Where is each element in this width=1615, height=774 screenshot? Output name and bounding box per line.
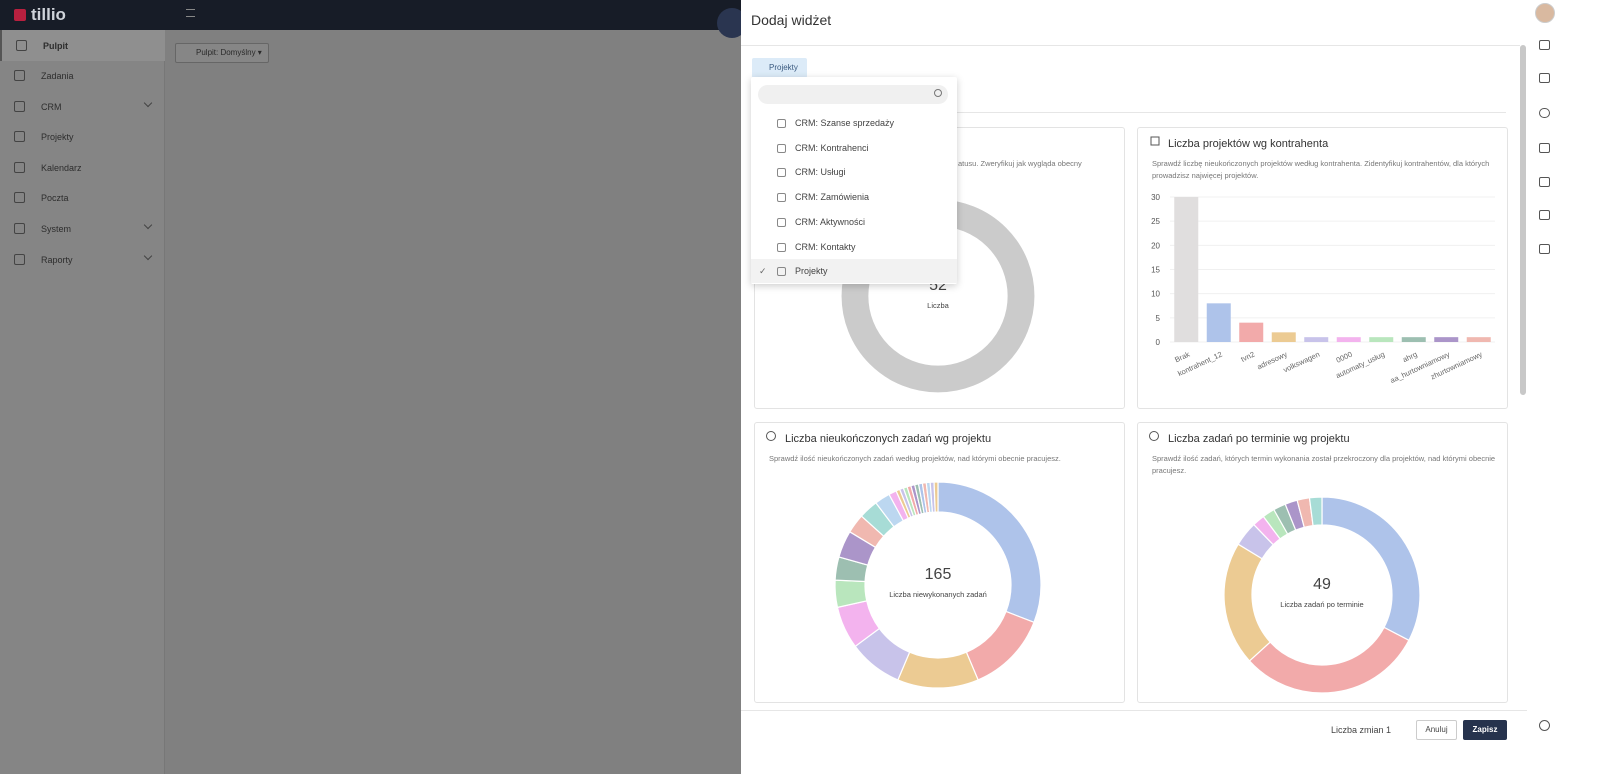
check-icon: ✓ — [759, 265, 767, 276]
button-label: Pulpit: Domyślny — [196, 48, 256, 57]
dropdown-option[interactable]: CRM: Kontakty — [751, 235, 957, 259]
card-title: Liczba projektów wg kontrahenta — [1168, 138, 1329, 150]
option-icon — [777, 242, 786, 252]
option-label: CRM: Kontrahenci — [795, 142, 869, 153]
option-icon — [777, 168, 786, 178]
widget-card[interactable]: Liczba zadań po terminie wg projektu Spra… — [1137, 422, 1508, 703]
nav-item[interactable]: System — [0, 213, 165, 244]
tag-label: Projekty — [769, 63, 798, 72]
dropdown: CRM: Szanse sprzedaży CRM: Kontrahenci CRM… — [751, 77, 957, 284]
right-rail — [1527, 0, 1615, 774]
option-label: CRM: Szanse sprzedaży — [795, 118, 895, 128]
nav-label: Poczta — [41, 192, 69, 203]
option-label: CRM: Kontakty — [795, 241, 856, 252]
change-count: Liczba zmian 1 — [1331, 725, 1392, 735]
option-label: CRM: Zamówienia — [795, 192, 870, 203]
dashboard-button[interactable]: Pulpit: Domyślny ▾ — [175, 43, 269, 63]
dropdown-option[interactable]: CRM: Kontrahenci — [751, 136, 957, 160]
nav-item[interactable]: Zadania — [0, 60, 165, 91]
save-button[interactable]: Zapisz — [1463, 720, 1507, 740]
topbar: tillio — [0, 0, 747, 38]
logo-icon — [14, 9, 26, 21]
dropdown-option[interactable]: CRM: Zamówienia — [751, 185, 957, 209]
nav-item[interactable]: Pulpit — [0, 30, 165, 61]
dropdown-option[interactable]: ✓ Projekty — [751, 259, 957, 284]
nav-label: Zadania — [41, 70, 74, 81]
rail-icon[interactable] — [1539, 720, 1550, 731]
nav-item[interactable]: CRM — [0, 91, 165, 122]
option-icon — [777, 143, 786, 153]
rail-icon[interactable] — [1539, 177, 1550, 187]
rail-icon[interactable] — [1539, 73, 1550, 83]
rail-icon[interactable] — [1539, 244, 1550, 254]
nav-item[interactable]: Poczta — [0, 182, 165, 213]
card-title: Liczba zadań po terminie wg projektu — [1168, 433, 1350, 445]
rail-icon[interactable] — [1539, 40, 1550, 50]
nav-label: Projekty — [41, 131, 74, 142]
menu-icon[interactable] — [186, 9, 195, 17]
nav-label: CRM — [41, 101, 62, 112]
card-description: Sprawdź liczbę nieukończonych projektów … — [1152, 159, 1490, 180]
nav-label: Kalendarz — [41, 162, 82, 173]
option-icon — [777, 193, 786, 203]
cancel-button[interactable]: Anuluj — [1416, 720, 1457, 740]
nav-label: Pulpit — [43, 40, 68, 51]
card-description: Sprawdź ilość nieukończonych zadań wedłu… — [769, 454, 1061, 463]
option-icon — [777, 267, 786, 277]
option-label: CRM: Usługi — [795, 167, 846, 178]
option-label: Projekty — [795, 266, 828, 277]
divider — [741, 45, 1520, 46]
rail-icon[interactable] — [1539, 210, 1550, 220]
rail-icon[interactable] — [1539, 143, 1550, 153]
logo: tillio — [31, 5, 66, 24]
sidebar: Pulpit Zadania CRM Projekty Kalendarz Po… — [0, 30, 165, 774]
card-description: Sprawdź ilość zadań, których termin wyko… — [1152, 454, 1496, 475]
footer-line — [741, 710, 1527, 711]
card-description: atusu. Zweryfikuj jak wygląda obecny — [958, 159, 1082, 168]
nav-item[interactable]: Kalendarz — [0, 152, 165, 183]
widget-card[interactable]: Liczba nieukończonych zadań wg projektu S… — [754, 422, 1125, 703]
widget-card[interactable]: Liczba projektów wg kontrahenta Sprawdź l… — [1137, 127, 1508, 409]
tabs-line — [754, 112, 1506, 113]
filter-tag[interactable]: Projekty — [752, 58, 807, 78]
avatar[interactable] — [1535, 3, 1555, 23]
search-icon — [934, 89, 942, 97]
drawer-title: Dodaj widżet — [751, 12, 832, 28]
dropdown-option[interactable]: CRM: Usługi — [751, 160, 957, 184]
search-input[interactable] — [758, 85, 948, 104]
nav-label: System — [41, 223, 72, 234]
option-icon — [777, 119, 786, 128]
option-label: CRM: Aktywności — [795, 216, 866, 227]
nav-item[interactable]: Projekty — [0, 121, 165, 152]
dropdown-option[interactable]: CRM: Szanse sprzedaży — [751, 111, 957, 135]
option-icon — [777, 217, 786, 227]
nav-label: Raporty — [41, 254, 73, 265]
card-title: Liczba nieukończonych zadań wg projektu — [785, 433, 992, 445]
dropdown-option[interactable]: CRM: Aktywności — [751, 210, 957, 234]
scrollbar[interactable] — [1520, 45, 1526, 395]
nav-item[interactable]: Raporty — [0, 244, 165, 275]
rail-icon[interactable] — [1539, 108, 1550, 118]
